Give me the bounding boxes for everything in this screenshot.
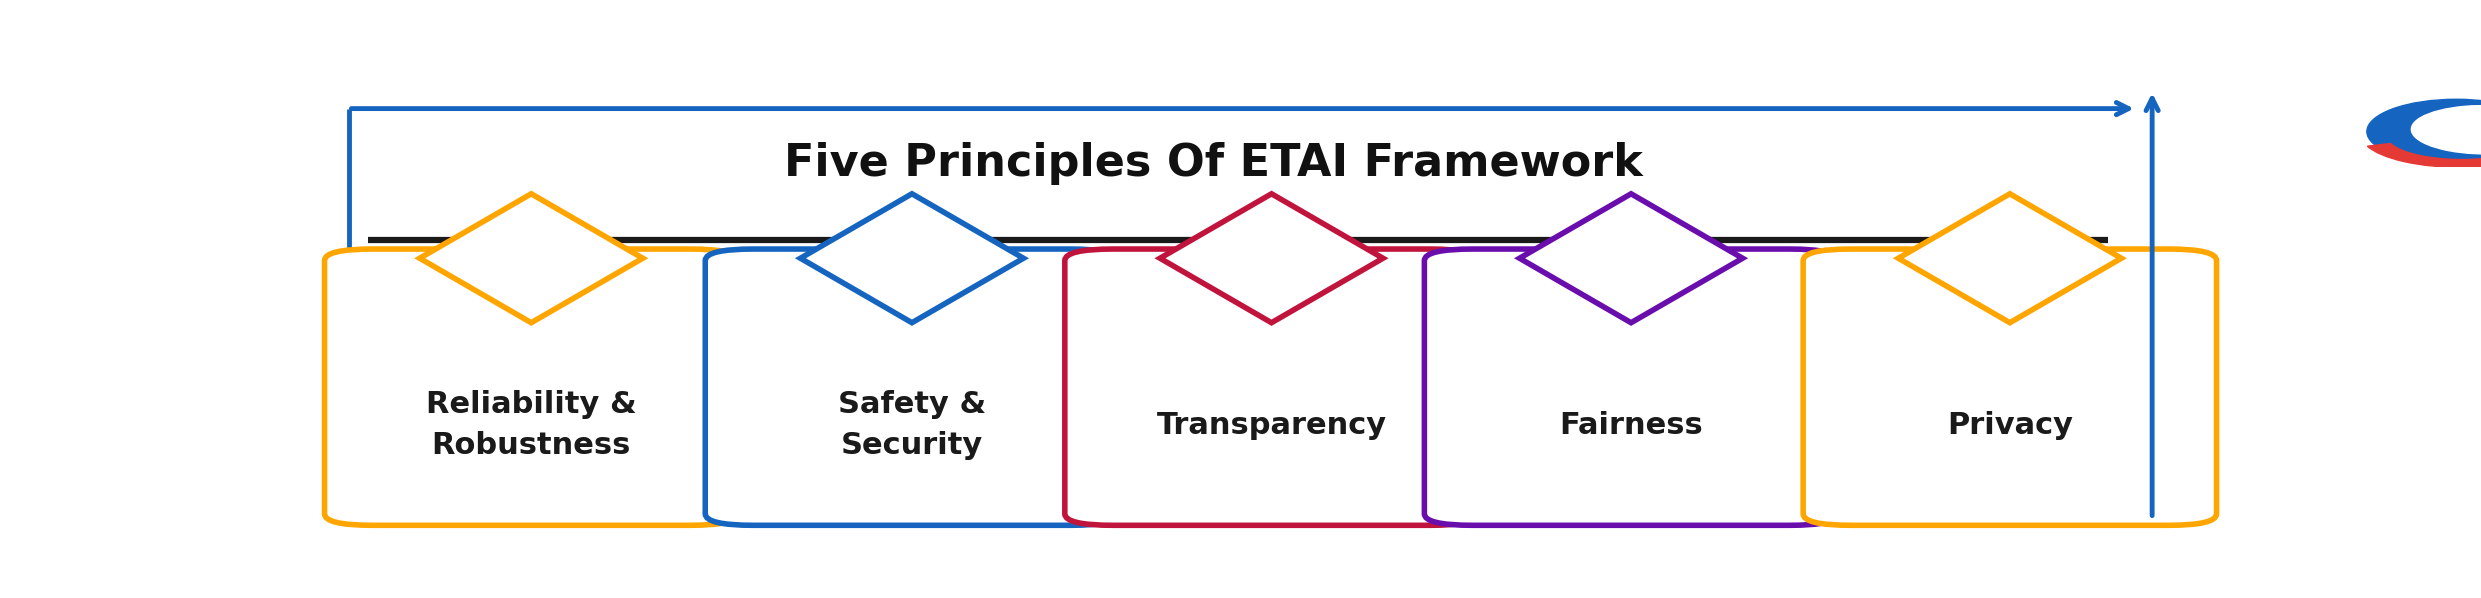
Text: Reliability &
Robustness: Reliability & Robustness [427, 390, 638, 460]
FancyBboxPatch shape [705, 249, 1119, 525]
Polygon shape [419, 194, 643, 323]
Text: Safety &
Security: Safety & Security [839, 390, 985, 460]
Text: Transparency: Transparency [1156, 411, 1387, 440]
FancyBboxPatch shape [1064, 249, 1479, 525]
Polygon shape [1161, 194, 1382, 323]
FancyBboxPatch shape [1424, 249, 1838, 525]
FancyBboxPatch shape [325, 249, 737, 525]
Polygon shape [801, 194, 1025, 323]
Text: Fairness: Fairness [1558, 411, 1702, 440]
Ellipse shape [2412, 106, 2481, 154]
Text: Privacy: Privacy [1948, 411, 2072, 440]
Ellipse shape [2367, 99, 2481, 164]
Text: Five Principles Of ETAI Framework: Five Principles Of ETAI Framework [784, 142, 1642, 185]
Polygon shape [1518, 194, 1742, 323]
Polygon shape [1898, 194, 2121, 323]
Wedge shape [2367, 144, 2481, 167]
FancyBboxPatch shape [1804, 249, 2216, 525]
